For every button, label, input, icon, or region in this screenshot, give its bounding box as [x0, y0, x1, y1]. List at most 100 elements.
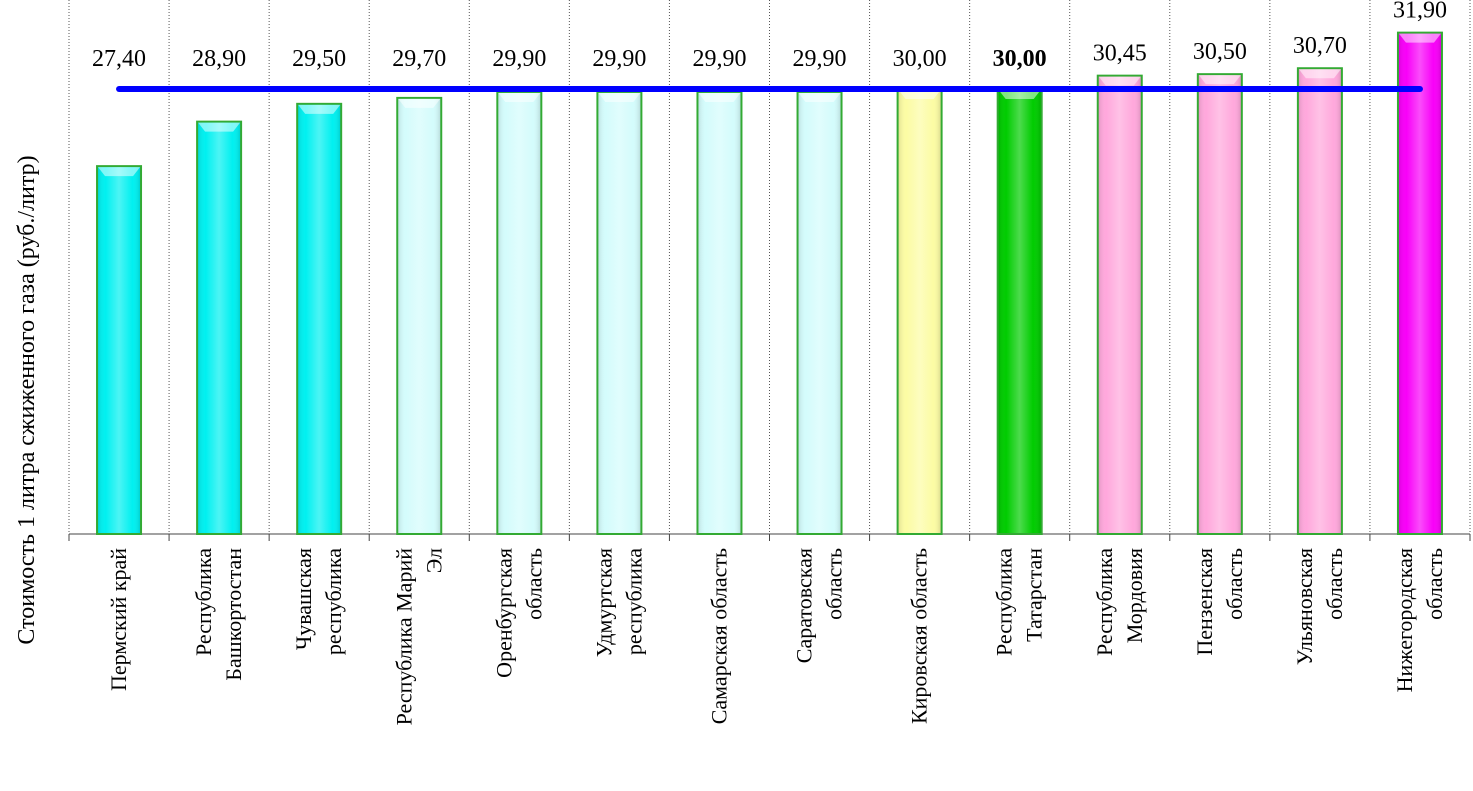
bar-sheen	[998, 90, 1041, 533]
x-tick-label-line: Республика	[191, 548, 216, 656]
bar	[696, 90, 743, 535]
x-tick-label-line: Оренбургская	[491, 548, 516, 678]
x-tick-label-line: республика	[321, 548, 346, 655]
x-tick-label-line: Чувашская	[291, 548, 316, 650]
bar-bevel	[598, 92, 641, 102]
bar	[96, 165, 143, 535]
bar-bevel	[698, 92, 741, 102]
value-label: 31,90	[1393, 0, 1447, 24]
x-tick-label: Республика Марий Эл	[391, 548, 446, 726]
bar	[896, 88, 943, 535]
value-label: 30,70	[1293, 33, 1347, 59]
bar	[796, 90, 843, 535]
bar-sheen	[398, 98, 441, 534]
bar-sheen	[1298, 69, 1341, 533]
value-label: 30,00	[893, 46, 947, 72]
bar-sheen	[498, 92, 541, 533]
x-tick-label: Республика Мордовия	[1092, 548, 1147, 656]
bar-sheen	[898, 90, 941, 533]
x-tick-label-line: Республика Марий	[391, 548, 416, 726]
bar-sheen	[98, 167, 141, 533]
bar	[1196, 73, 1243, 536]
y-axis-label-group: Стоимость 1 литра сжиженного газа (руб./…	[14, 155, 40, 644]
x-tick-label-line: область	[822, 548, 847, 620]
bar-bevel	[398, 98, 441, 108]
bar-bevel	[998, 90, 1041, 99]
x-tick-label-line: Ульяновская	[1292, 548, 1317, 665]
value-label: 29,90	[592, 46, 646, 72]
x-tick-label-line: Пензенская	[1192, 548, 1217, 656]
x-tick-label-line: Мордовия	[1122, 548, 1147, 643]
y-axis-label: Стоимость 1 литра сжиженного газа (руб./…	[14, 155, 40, 644]
x-tick-label-line: Республика	[1092, 548, 1117, 656]
bar-sheen	[1398, 33, 1441, 534]
x-tick-label: Самарская область	[706, 548, 731, 724]
x-tick-label-line: Самарская область	[706, 548, 731, 724]
value-label: 27,40	[92, 46, 146, 72]
x-tick-label-line: область	[1322, 548, 1347, 620]
bar-sheen	[798, 92, 841, 533]
x-tick-label-line: область	[1422, 548, 1447, 620]
bar-sheen	[1098, 76, 1141, 534]
x-tick-label: Чувашская республика	[291, 548, 346, 655]
value-label: 29,70	[392, 46, 446, 72]
bar	[296, 102, 343, 535]
value-label: 30,45	[1093, 41, 1147, 67]
bars	[96, 31, 1443, 536]
x-tick-label-line: Пермский край	[106, 548, 131, 691]
value-label: 28,90	[192, 46, 246, 72]
bar-bevel	[1298, 69, 1341, 79]
bar-sheen	[598, 92, 641, 533]
value-label: 29,90	[793, 46, 847, 72]
bar	[496, 90, 543, 535]
x-tick-label: Нижегородская область	[1392, 548, 1447, 692]
x-tick-label-line: республика	[621, 548, 646, 655]
bar	[196, 120, 243, 535]
x-tick-label-line: область	[1222, 548, 1247, 620]
bar-bevel	[298, 104, 341, 114]
x-tick-label: Удмуртская республика	[591, 548, 646, 657]
bar-bevel	[98, 167, 141, 177]
value-label: 29,90	[692, 46, 746, 72]
bar-sheen	[198, 122, 241, 533]
x-tick-label: Республика Татарстан	[992, 548, 1047, 656]
value-label: 29,50	[292, 46, 346, 72]
x-axis	[68, 533, 1471, 541]
bar-bevel	[1098, 76, 1141, 86]
x-tick-label: Пермский край	[106, 548, 131, 691]
x-tick-label: Ульяновская область	[1292, 548, 1347, 665]
x-tick-label-line: Удмуртская	[591, 548, 616, 657]
x-tick-label-line: область	[521, 548, 546, 620]
bar	[396, 96, 443, 536]
bar-bevel	[498, 92, 541, 102]
bar-bevel	[798, 92, 841, 102]
x-tick-label-line: Республика	[992, 548, 1017, 656]
value-label: 29,90	[492, 46, 546, 72]
bar-sheen	[298, 104, 341, 533]
x-tick-label-line: Нижегородская	[1392, 548, 1417, 692]
bar	[1096, 74, 1143, 536]
value-label: 30,00	[993, 46, 1047, 72]
value-labels: 27,40 28,90 29,50 29,70 29,90 29,90 29,90 29,90…	[92, 0, 1447, 72]
x-tick-label-line: Кировская область	[907, 548, 932, 724]
x-tick-label-line: Башкортостан	[221, 548, 246, 681]
x-tick-label: Оренбургская область	[491, 548, 546, 678]
bar-bevel	[1398, 33, 1441, 43]
x-tick-label: Саратовская область	[792, 548, 847, 663]
bar-bevel	[1198, 75, 1241, 85]
x-tick-label: Пензенская область	[1192, 548, 1247, 656]
bar-bevel	[898, 90, 941, 99]
bar-bevel	[198, 122, 241, 132]
bar	[596, 90, 643, 535]
x-tick-label-line: Эл	[421, 548, 446, 573]
bar-sheen	[698, 92, 741, 533]
x-tick-label: Кировская область	[907, 548, 932, 724]
bar	[1396, 31, 1443, 536]
bar	[1296, 67, 1343, 535]
x-tick-labels: Пермский край Республика Башкортостан Чуваш…	[106, 548, 1447, 726]
bar	[996, 88, 1043, 535]
x-tick-label-line: Татарстан	[1022, 548, 1047, 642]
gridlines	[68, 0, 1471, 534]
bar-sheen	[1198, 75, 1241, 534]
